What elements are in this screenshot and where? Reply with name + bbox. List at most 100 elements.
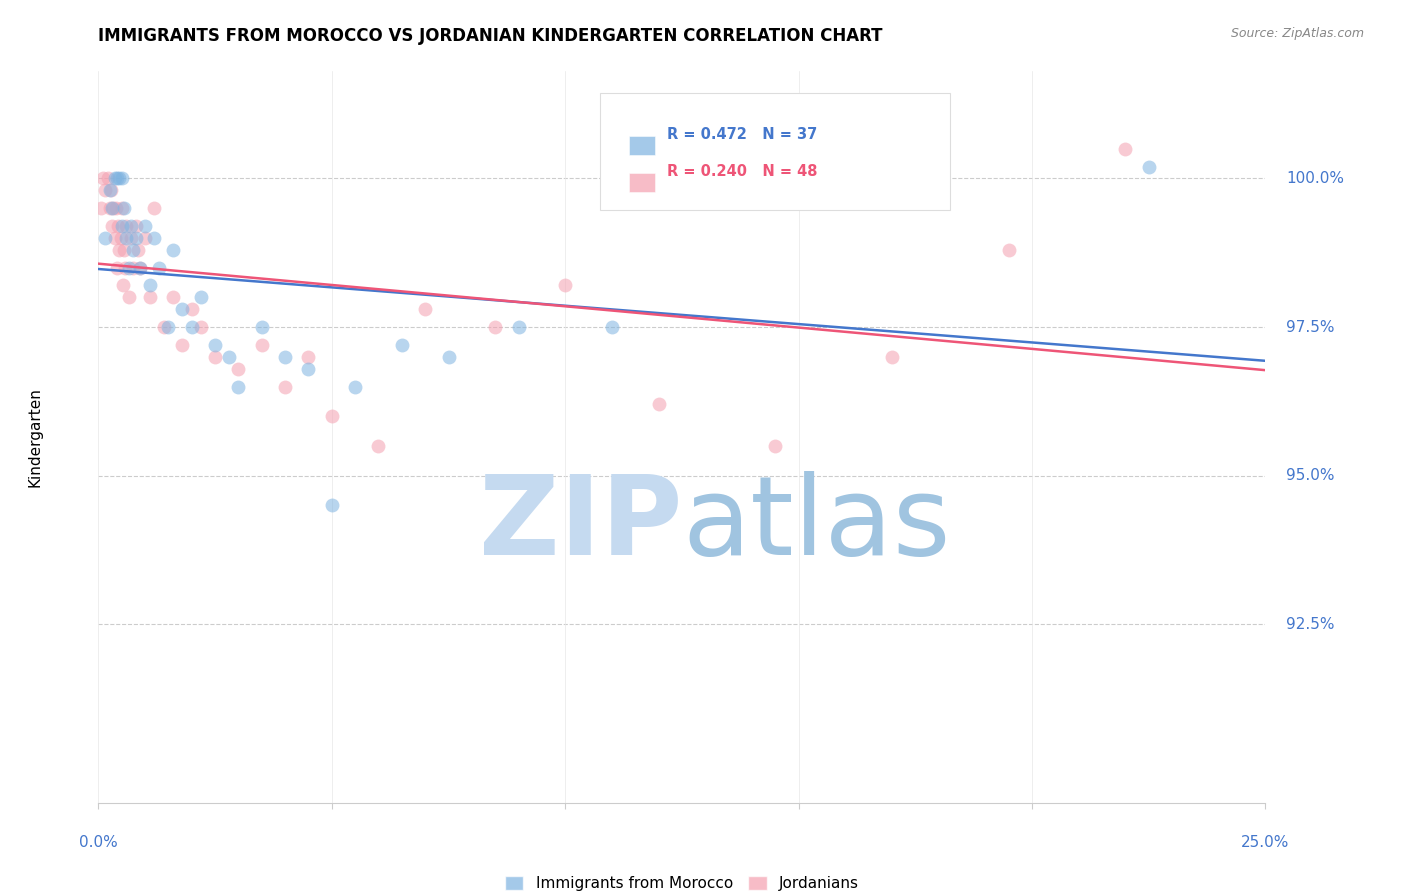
Point bbox=[763, 439, 786, 453]
Point bbox=[600, 320, 623, 334]
Point bbox=[997, 243, 1019, 257]
Point bbox=[118, 260, 141, 275]
Point bbox=[110, 231, 132, 245]
Point bbox=[250, 320, 273, 334]
Point bbox=[101, 219, 124, 233]
Point bbox=[120, 231, 142, 245]
Point bbox=[103, 201, 125, 215]
Legend: Immigrants from Morocco, Jordanians: Immigrants from Morocco, Jordanians bbox=[499, 871, 865, 892]
Text: 100.0%: 100.0% bbox=[1286, 171, 1344, 186]
Point bbox=[101, 201, 124, 215]
Point bbox=[172, 338, 194, 352]
Point bbox=[554, 278, 576, 293]
Point bbox=[129, 260, 152, 275]
Point bbox=[94, 231, 117, 245]
FancyBboxPatch shape bbox=[630, 173, 655, 192]
Point bbox=[297, 361, 319, 376]
Point bbox=[111, 219, 134, 233]
Point bbox=[115, 231, 138, 245]
Point bbox=[127, 243, 149, 257]
Text: 25.0%: 25.0% bbox=[1241, 836, 1289, 850]
Point bbox=[391, 338, 413, 352]
Point bbox=[134, 231, 156, 245]
Point bbox=[134, 219, 156, 233]
Point bbox=[274, 379, 297, 393]
Point bbox=[190, 320, 212, 334]
Point bbox=[125, 219, 148, 233]
Text: R = 0.472   N = 37: R = 0.472 N = 37 bbox=[666, 128, 817, 143]
Point bbox=[112, 201, 135, 215]
Point bbox=[228, 361, 250, 376]
Point bbox=[94, 183, 117, 197]
Point bbox=[108, 243, 131, 257]
Text: ZIP: ZIP bbox=[478, 471, 682, 578]
Text: 92.5%: 92.5% bbox=[1286, 617, 1334, 632]
Point bbox=[120, 219, 142, 233]
Point bbox=[139, 278, 162, 293]
Point bbox=[105, 260, 128, 275]
Point bbox=[97, 171, 120, 186]
Point bbox=[218, 350, 240, 364]
Point bbox=[647, 397, 669, 411]
Point bbox=[114, 260, 136, 275]
Point bbox=[180, 320, 202, 334]
Point bbox=[91, 171, 114, 186]
Point bbox=[162, 243, 184, 257]
Text: R = 0.240   N = 48: R = 0.240 N = 48 bbox=[666, 164, 817, 179]
Point bbox=[98, 183, 121, 197]
Point bbox=[172, 302, 194, 317]
Point bbox=[297, 350, 319, 364]
Point bbox=[111, 171, 134, 186]
Point bbox=[105, 201, 128, 215]
Point bbox=[152, 320, 174, 334]
Point bbox=[162, 290, 184, 304]
Point bbox=[204, 350, 226, 364]
Point bbox=[100, 183, 122, 197]
Point bbox=[157, 320, 180, 334]
Point bbox=[115, 219, 138, 233]
Point bbox=[122, 260, 145, 275]
Point bbox=[104, 231, 127, 245]
Point bbox=[129, 260, 152, 275]
Point bbox=[228, 379, 250, 393]
Point bbox=[118, 290, 141, 304]
Point bbox=[1137, 160, 1160, 174]
Point bbox=[1114, 142, 1136, 156]
Point bbox=[104, 171, 127, 186]
FancyBboxPatch shape bbox=[630, 136, 655, 155]
Point bbox=[344, 379, 367, 393]
Text: 97.5%: 97.5% bbox=[1286, 319, 1334, 334]
Point bbox=[250, 338, 273, 352]
Point bbox=[108, 171, 131, 186]
Point bbox=[148, 260, 170, 275]
Text: atlas: atlas bbox=[682, 471, 950, 578]
Point bbox=[508, 320, 530, 334]
Point bbox=[321, 409, 343, 424]
Text: Kindergarten: Kindergarten bbox=[28, 387, 42, 487]
Point bbox=[204, 338, 226, 352]
Text: Source: ZipAtlas.com: Source: ZipAtlas.com bbox=[1230, 27, 1364, 40]
Point bbox=[125, 231, 148, 245]
Point bbox=[112, 243, 135, 257]
Point bbox=[111, 201, 134, 215]
Text: IMMIGRANTS FROM MOROCCO VS JORDANIAN KINDERGARTEN CORRELATION CHART: IMMIGRANTS FROM MOROCCO VS JORDANIAN KIN… bbox=[98, 27, 883, 45]
Point bbox=[321, 499, 343, 513]
Point bbox=[143, 231, 166, 245]
Point bbox=[90, 201, 112, 215]
Point bbox=[122, 243, 145, 257]
Point bbox=[107, 219, 129, 233]
Point bbox=[274, 350, 297, 364]
Point bbox=[105, 171, 128, 186]
Point bbox=[880, 350, 903, 364]
Point bbox=[413, 302, 436, 317]
Point bbox=[111, 278, 134, 293]
Text: 0.0%: 0.0% bbox=[79, 836, 118, 850]
Point bbox=[437, 350, 460, 364]
Text: 95.0%: 95.0% bbox=[1286, 468, 1334, 483]
Point bbox=[367, 439, 389, 453]
Point bbox=[143, 201, 166, 215]
Point bbox=[98, 201, 121, 215]
Point bbox=[139, 290, 162, 304]
Point bbox=[190, 290, 212, 304]
Point bbox=[180, 302, 202, 317]
